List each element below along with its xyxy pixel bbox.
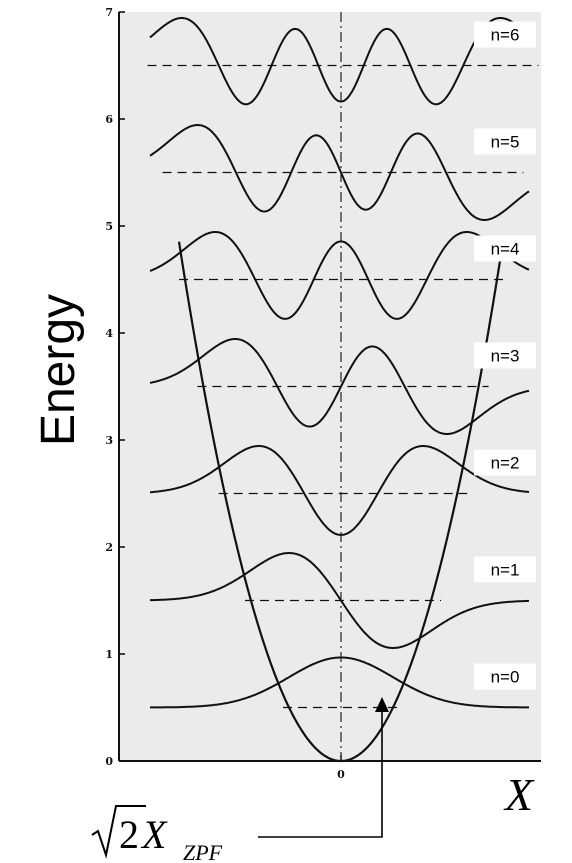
level-label-n5: n=5 (491, 133, 520, 152)
level-label-n4: n=4 (491, 240, 520, 259)
level-label-n3: n=3 (491, 347, 520, 366)
level-label-n1: n=1 (491, 561, 520, 580)
y-tick-label: 7 (105, 6, 113, 19)
zpf-subscript: ZPF (183, 840, 223, 863)
x-axis-label: X (503, 769, 535, 820)
x-tick-label: 0 (337, 768, 345, 781)
zpf-annotation: 2 X ZPF (92, 806, 223, 863)
y-tick-label: 1 (105, 648, 113, 661)
y-tick-label: 3 (105, 434, 113, 447)
y-tick-label: 6 (105, 113, 113, 126)
y-tick-label: 2 (105, 541, 113, 554)
y-tick-label: 4 (105, 327, 113, 340)
y-tick-label: 0 (105, 755, 113, 768)
zpf-symbol: X (140, 812, 168, 857)
y-tick-label: 5 (105, 220, 113, 233)
level-label-n6: n=6 (491, 26, 520, 45)
level-label-n0: n=0 (491, 668, 520, 687)
y-axis-label: Energy (32, 294, 85, 446)
zpf-sqrt-arg: 2 (119, 812, 139, 857)
level-label-n2: n=2 (491, 454, 520, 473)
